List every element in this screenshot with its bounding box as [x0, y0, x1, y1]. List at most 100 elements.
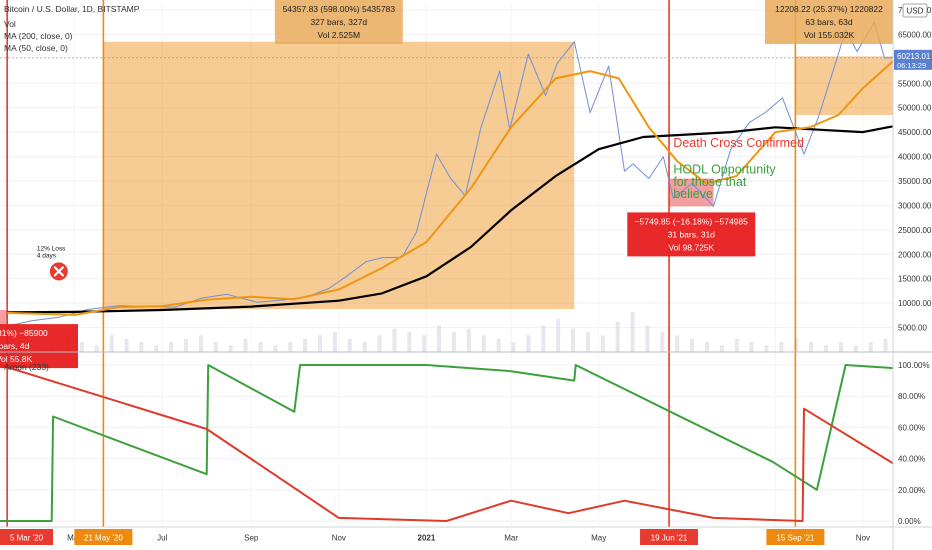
- volume-bar: [571, 328, 576, 352]
- volume-bar: [94, 345, 99, 352]
- range-label-text: 12208.22 (25.37%) 1220822: [775, 4, 883, 14]
- volume-bar: [317, 335, 322, 352]
- volume-bar: [109, 335, 114, 352]
- volume-bar: [437, 325, 442, 352]
- price-tick-label: 45000.00: [898, 128, 932, 137]
- volume-bar: [258, 342, 263, 352]
- volume-bar: [853, 345, 858, 352]
- marker-text: 12% Loss: [37, 245, 66, 252]
- volume-bar: [511, 342, 516, 352]
- volume-bar: [704, 342, 709, 352]
- aroon-tick-label: 100.00%: [898, 361, 930, 370]
- price-line: [7, 21, 894, 327]
- range-label-bg: [274, 0, 403, 44]
- aroon-tick-label: 80.00%: [898, 392, 925, 401]
- price-tick-label: 50000.00: [898, 104, 932, 113]
- volume-bar: [749, 342, 754, 352]
- range-label-text: Vol 155.032K: [804, 30, 855, 40]
- volume-bar: [169, 342, 174, 352]
- range-label-text: −12.81%) −85900: [0, 328, 48, 338]
- volume-bar: [719, 345, 724, 352]
- ma50-line: [7, 60, 894, 316]
- volume-bar: [451, 332, 456, 352]
- time-tick-label: May: [591, 534, 606, 543]
- volume-bar: [228, 345, 233, 352]
- price-tick-label: 20000.00: [898, 250, 932, 259]
- marker-text: 4 days: [37, 252, 57, 259]
- volume-bar: [139, 342, 144, 352]
- volume-bar: [332, 332, 337, 352]
- ma200-legend: MA (200, close, 0): [4, 31, 73, 41]
- time-highlight-badge: [766, 529, 825, 545]
- volume-bar: [377, 335, 382, 352]
- time-tick-label: Nov: [856, 534, 870, 543]
- annotation-text: HODL Opportunity: [673, 163, 776, 177]
- time-highlight-badge: [0, 529, 53, 545]
- last-price-badge: [894, 49, 932, 70]
- volume-bar: [794, 338, 799, 352]
- volume-bar: [615, 322, 620, 352]
- volume-bar: [347, 338, 352, 352]
- range-label-bg: [627, 212, 756, 257]
- volume-bar: [392, 328, 397, 352]
- range-label-text: Vol 55.8K: [0, 354, 33, 364]
- volume-bar: [407, 332, 412, 352]
- volume-bar: [764, 345, 769, 352]
- time-highlight-label: 15 Sep '21: [776, 534, 815, 543]
- aroon-down-line: [0, 364, 894, 522]
- time-tick-label: Jul: [157, 534, 167, 543]
- volume-bar: [585, 332, 590, 352]
- time-highlight-badge: [640, 529, 699, 545]
- range-label: −12.81%) −85900 bars, 4d Vol 55.8K: [0, 324, 78, 369]
- range-label-text: 31 bars, 31d: [668, 229, 716, 239]
- volume-legend: Vol: [4, 19, 16, 29]
- volume-bar: [288, 342, 293, 352]
- price-tick-label: 30000.00: [898, 201, 932, 210]
- volume-bar: [690, 338, 695, 352]
- volume-bar: [79, 342, 84, 352]
- range-box: [0, 309, 8, 327]
- aroon-tick-label: 0.00%: [898, 517, 921, 526]
- aroon-tick-label: 60.00%: [898, 423, 925, 432]
- range-boxes: [0, 41, 893, 327]
- volume-bar: [541, 325, 546, 352]
- volume-bar: [838, 342, 843, 352]
- range-label-bg: [0, 324, 78, 369]
- aroon-tick-label: 20.00%: [898, 486, 925, 495]
- time-tick-label: Mar: [504, 534, 518, 543]
- price-tick-label: 25000.00: [898, 226, 932, 235]
- last-price-label: 60213.01: [897, 52, 931, 61]
- ma200-line: [7, 125, 894, 314]
- volume-bar: [526, 335, 531, 352]
- ma50-legend: MA (50, close, 0): [4, 43, 68, 53]
- range-label-text: Vol 98.725K: [668, 242, 714, 252]
- currency-label: USD: [907, 7, 924, 16]
- volume-bar: [496, 338, 501, 352]
- volume-bar: [809, 342, 814, 352]
- symbol-title: Bitcoin / U.S. Dollar, 1D, BITSTAMP: [4, 4, 140, 14]
- volume-bar: [675, 335, 680, 352]
- volume-bar: [481, 335, 486, 352]
- aroon-series: [0, 364, 894, 522]
- volume-bar: [243, 338, 248, 352]
- price-tick-label: 65000.00: [898, 30, 932, 39]
- time-highlight-label: 5 Mar '20: [10, 534, 44, 543]
- time-tick-label: 2021: [418, 534, 436, 543]
- volume-bar: [779, 342, 784, 352]
- range-label-text: Vol 2.525M: [318, 30, 361, 40]
- vertical-lines: [6, 0, 797, 527]
- currency-badge[interactable]: USD: [902, 3, 928, 18]
- countdown-label: 06:13:29: [897, 61, 926, 70]
- volume-bar: [422, 335, 427, 352]
- range-label-text: 63 bars, 63d: [805, 17, 853, 27]
- volume-bar: [734, 338, 739, 352]
- volume-bar: [868, 342, 873, 352]
- range-label-text: −5749.85 (−16.18%) −574985: [635, 216, 748, 226]
- volume-bar: [660, 332, 665, 352]
- time-highlight-label: 19 Jun '21: [651, 534, 688, 543]
- range-box: [103, 41, 575, 310]
- time-highlight-label: 21 May '20: [84, 534, 123, 543]
- volume-bars: [5, 312, 888, 352]
- volume-bar: [198, 335, 203, 352]
